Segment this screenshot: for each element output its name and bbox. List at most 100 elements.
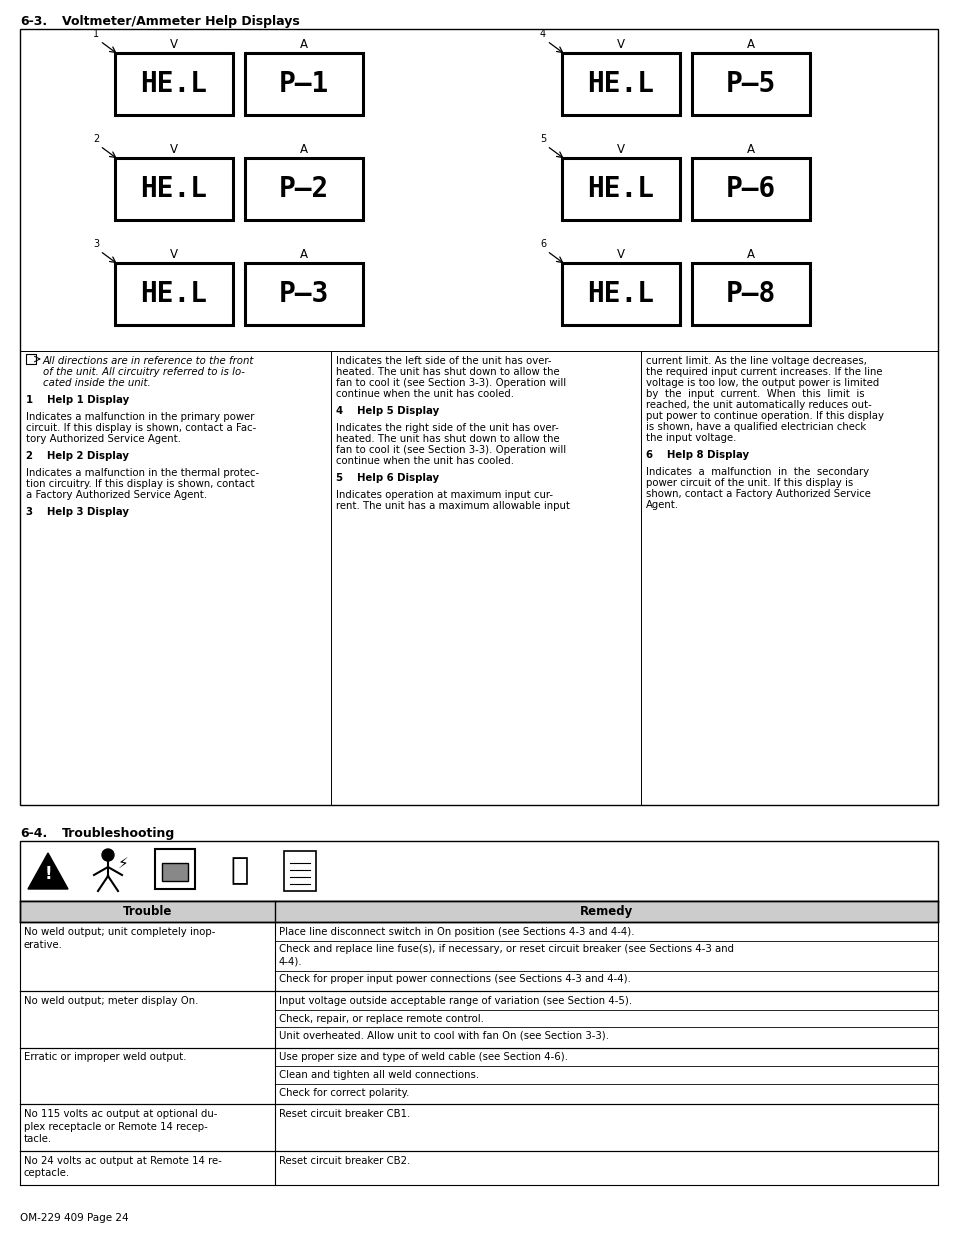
Text: Remedy: Remedy <box>579 905 633 918</box>
Text: A: A <box>299 248 308 261</box>
Text: 1: 1 <box>92 28 99 40</box>
Bar <box>691 263 809 325</box>
Text: Indicates  a  malfunction  in  the  secondary: Indicates a malfunction in the secondary <box>645 467 868 477</box>
Text: of the unit. All circuitry referred to is lo-: of the unit. All circuitry referred to i… <box>43 367 245 377</box>
Text: tory Authorized Service Agent.: tory Authorized Service Agent. <box>26 433 181 445</box>
Text: voltage is too low, the output power is limited: voltage is too low, the output power is … <box>645 378 879 388</box>
Text: Input voltage outside acceptable range of variation (see Section 4-5).: Input voltage outside acceptable range o… <box>278 995 632 1007</box>
Text: Agent.: Agent. <box>645 500 679 510</box>
Text: HE.L: HE.L <box>587 175 654 203</box>
Text: 6    Help 8 Display: 6 Help 8 Display <box>645 450 748 461</box>
Text: OM-229 409 Page 24: OM-229 409 Page 24 <box>20 1213 129 1223</box>
Text: P–1: P–1 <box>278 70 329 98</box>
Bar <box>561 263 679 325</box>
Text: All directions are in reference to the front: All directions are in reference to the f… <box>43 356 254 366</box>
Text: fan to cool it (see Section 3-3). Operation will: fan to cool it (see Section 3-3). Operat… <box>335 445 565 456</box>
Text: A: A <box>746 38 754 51</box>
Text: V: V <box>617 143 624 156</box>
Text: Unit overheated. Allow unit to cool with fan On (see Section 3-3).: Unit overheated. Allow unit to cool with… <box>278 1031 608 1041</box>
Text: ⚡: ⚡ <box>118 856 129 871</box>
Text: plex receptacle or Remote 14 recep-: plex receptacle or Remote 14 recep- <box>24 1121 208 1131</box>
Text: Troubleshooting: Troubleshooting <box>62 827 175 840</box>
Text: Reset circuit breaker CB2.: Reset circuit breaker CB2. <box>278 1156 410 1166</box>
Text: circuit. If this display is shown, contact a Fac-: circuit. If this display is shown, conta… <box>26 424 256 433</box>
Text: P–5: P–5 <box>725 70 776 98</box>
Text: cated inside the unit.: cated inside the unit. <box>43 378 151 388</box>
Bar <box>26 354 36 364</box>
Text: is shown, have a qualified electrician check: is shown, have a qualified electrician c… <box>645 422 865 432</box>
Polygon shape <box>28 853 68 889</box>
Text: heated. The unit has shut down to allow the: heated. The unit has shut down to allow … <box>335 433 559 445</box>
Text: 2    Help 2 Display: 2 Help 2 Display <box>26 451 129 461</box>
Text: V: V <box>170 248 178 261</box>
Text: put power to continue operation. If this display: put power to continue operation. If this… <box>645 411 883 421</box>
Text: P–3: P–3 <box>278 280 329 308</box>
Text: Indicates the left side of the unit has over-: Indicates the left side of the unit has … <box>335 356 551 366</box>
Text: No weld output; unit completely inop-: No weld output; unit completely inop- <box>24 927 215 937</box>
Text: 5: 5 <box>539 135 546 144</box>
Text: Check, repair, or replace remote control.: Check, repair, or replace remote control… <box>278 1014 483 1024</box>
Bar <box>20 28 937 805</box>
Bar <box>115 53 233 115</box>
Text: Check and replace line fuse(s), if necessary, or reset circuit breaker (see Sect: Check and replace line fuse(s), if neces… <box>278 945 733 955</box>
Text: P–6: P–6 <box>725 175 776 203</box>
Text: Check for correct polarity.: Check for correct polarity. <box>278 1088 409 1098</box>
Text: Trouble: Trouble <box>123 905 172 918</box>
Bar <box>162 863 188 881</box>
Text: shown, contact a Factory Authorized Service: shown, contact a Factory Authorized Serv… <box>645 489 870 499</box>
Text: tacle.: tacle. <box>24 1134 52 1144</box>
Text: erative.: erative. <box>24 940 63 950</box>
Text: by  the  input  current.  When  this  limit  is: by the input current. When this limit is <box>645 389 863 399</box>
Text: 6: 6 <box>539 240 545 249</box>
Text: ceptacle.: ceptacle. <box>24 1168 71 1178</box>
Text: P–8: P–8 <box>725 280 776 308</box>
Text: Indicates a malfunction in the thermal protec-: Indicates a malfunction in the thermal p… <box>26 468 259 478</box>
Text: continue when the unit has cooled.: continue when the unit has cooled. <box>335 389 514 399</box>
Text: A: A <box>746 143 754 156</box>
Bar <box>20 841 937 902</box>
Text: 4: 4 <box>539 28 545 40</box>
Text: HE.L: HE.L <box>140 280 208 308</box>
Text: Check for proper input power connections (see Sections 4-3 and 4-4).: Check for proper input power connections… <box>278 974 630 984</box>
Text: No weld output; meter display On.: No weld output; meter display On. <box>24 995 198 1007</box>
Text: the required input current increases. If the line: the required input current increases. If… <box>645 367 882 377</box>
Text: the input voltage.: the input voltage. <box>645 433 736 443</box>
Text: A: A <box>299 38 308 51</box>
Text: HE.L: HE.L <box>587 280 654 308</box>
Bar <box>691 53 809 115</box>
Text: current limit. As the line voltage decreases,: current limit. As the line voltage decre… <box>645 356 866 366</box>
Bar <box>115 263 233 325</box>
Bar <box>154 848 194 889</box>
Text: 1    Help 1 Display: 1 Help 1 Display <box>26 395 129 405</box>
Text: A: A <box>299 143 308 156</box>
Text: fan to cool it (see Section 3-3). Operation will: fan to cool it (see Section 3-3). Operat… <box>335 378 565 388</box>
Bar <box>561 158 679 220</box>
Text: A: A <box>746 248 754 261</box>
Text: HE.L: HE.L <box>140 70 208 98</box>
Text: 6-4.: 6-4. <box>20 827 48 840</box>
Text: 3: 3 <box>92 240 99 249</box>
Bar <box>245 53 363 115</box>
Text: Voltmeter/Ammeter Help Displays: Voltmeter/Ammeter Help Displays <box>62 15 299 28</box>
Text: 5    Help 6 Display: 5 Help 6 Display <box>335 473 438 483</box>
Text: 2: 2 <box>92 135 99 144</box>
Text: 3    Help 3 Display: 3 Help 3 Display <box>26 508 129 517</box>
Text: V: V <box>170 38 178 51</box>
Text: Use proper size and type of weld cable (see Section 4-6).: Use proper size and type of weld cable (… <box>278 1052 567 1062</box>
Text: 6-3.: 6-3. <box>20 15 47 28</box>
Text: power circuit of the unit. If this display is: power circuit of the unit. If this displ… <box>645 478 852 488</box>
Bar <box>245 263 363 325</box>
Text: HE.L: HE.L <box>140 175 208 203</box>
Bar <box>20 902 937 923</box>
Text: No 24 volts ac output at Remote 14 re-: No 24 volts ac output at Remote 14 re- <box>24 1156 221 1166</box>
Text: V: V <box>617 248 624 261</box>
Text: V: V <box>617 38 624 51</box>
Bar <box>115 158 233 220</box>
Text: 🐦: 🐦 <box>231 857 249 885</box>
Text: No 115 volts ac output at optional du-: No 115 volts ac output at optional du- <box>24 1109 217 1119</box>
Text: Erratic or improper weld output.: Erratic or improper weld output. <box>24 1052 186 1062</box>
Circle shape <box>102 848 113 861</box>
Text: 4    Help 5 Display: 4 Help 5 Display <box>335 406 438 416</box>
Text: Indicates operation at maximum input cur-: Indicates operation at maximum input cur… <box>335 490 553 500</box>
Text: reached, the unit automatically reduces out-: reached, the unit automatically reduces … <box>645 400 871 410</box>
